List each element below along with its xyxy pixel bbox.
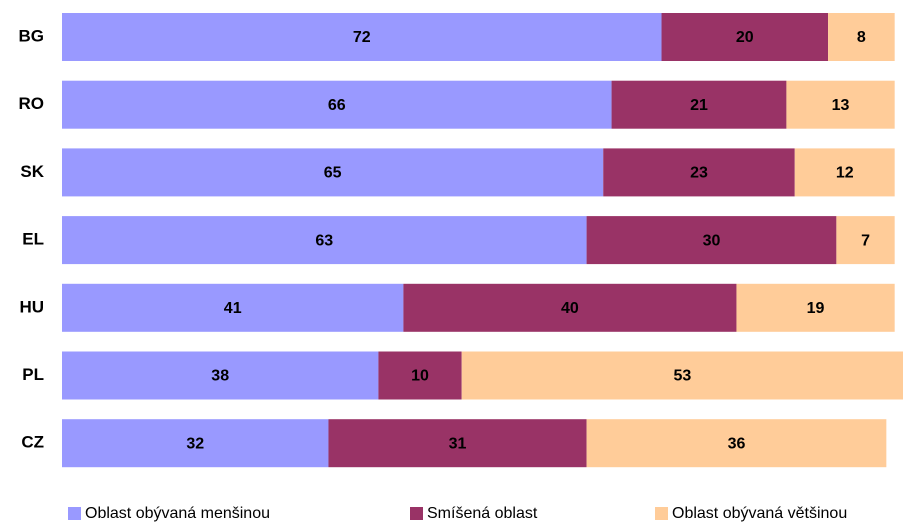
bar-segment [62,13,662,61]
data-label: 23 [690,165,708,182]
data-label: 7 [861,232,870,249]
legend-label: Smíšená oblast [427,505,538,522]
data-label: 65 [324,165,342,182]
data-label: 38 [211,368,229,385]
data-label: 12 [836,165,854,182]
bar-segment [786,80,895,129]
y-tick-label: PL [22,365,44,384]
bar-segment [62,216,587,265]
bar-segment [62,351,379,400]
bar-segment [62,148,604,197]
bar-segment [828,13,895,61]
data-label: 36 [728,435,746,452]
data-label: 66 [328,97,346,114]
y-tick-label: BG [19,26,45,45]
bar-segment [661,13,829,61]
bar-segment [736,283,895,332]
bar-segment [62,80,612,129]
bar-segment [794,148,895,197]
bar-segment [62,419,329,468]
y-tick-label: CZ [21,433,44,452]
y-tick-label: SK [20,162,44,181]
y-tick-label: RO [19,94,45,113]
bar-segment [611,80,787,129]
data-label: 19 [807,300,825,317]
bar-segment [586,419,887,468]
data-label: 10 [411,368,429,385]
data-label: 31 [449,435,467,452]
data-label: 32 [186,435,204,452]
legend-swatch [655,507,668,520]
y-tick-label: EL [22,230,44,249]
bar-segment [603,148,795,197]
bar-segment [62,283,404,332]
legend-swatch [410,507,423,520]
data-label: 13 [832,97,850,114]
legend-label: Oblast obývaná menšinou [85,505,270,522]
bar-segment [328,419,587,468]
bar-segment [378,351,462,400]
bar-segment [461,351,903,400]
data-label: 41 [224,300,242,317]
legend-label: Oblast obývaná většinou [672,505,847,522]
legend-swatch [68,507,81,520]
data-label: 63 [315,232,333,249]
data-label: 40 [561,300,579,317]
y-tick-label: HU [19,297,44,316]
data-label: 20 [736,29,754,46]
bar-segment [836,216,895,265]
data-label: 53 [673,368,691,385]
data-label: 72 [353,29,371,46]
data-label: 8 [857,29,866,46]
data-label: 30 [703,232,721,249]
bar-segment [403,283,737,332]
data-label: 21 [690,97,708,114]
bar-segment [586,216,837,265]
